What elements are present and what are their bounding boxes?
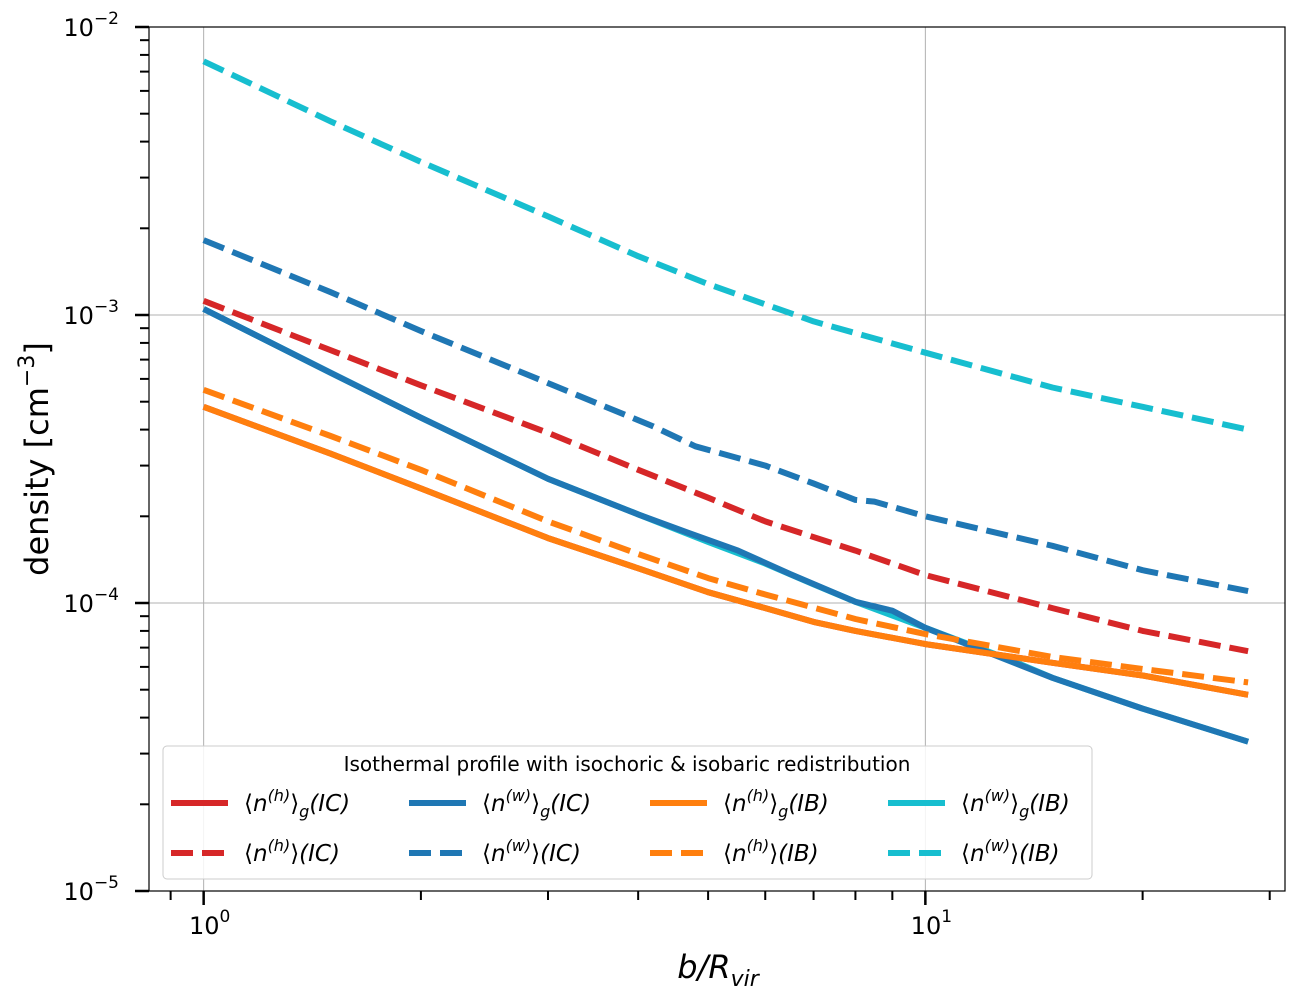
axis-labels: b/Rvir density [cm−3] [15, 342, 761, 992]
y-axis-label-main: density [cm [18, 387, 56, 576]
legend-label-7: ⟨n(w)⟩(IB) [961, 836, 1060, 867]
series-line-3 [202, 237, 1249, 595]
legend-box [162, 745, 1093, 880]
series-line-2 [202, 306, 1249, 745]
plot-frame [148, 26, 1286, 892]
series-line-7 [202, 58, 1249, 433]
legend-title: Isothermal profile with isochoric & isob… [344, 752, 911, 776]
x-tick-label-1: 101 [911, 907, 952, 940]
series-line-5 [202, 386, 1249, 686]
y-axis-label: density [cm−3] [15, 342, 56, 576]
y-tick-label-2: 10−3 [63, 297, 119, 330]
x-axis-label: b/Rvir [677, 948, 760, 992]
series-lines [202, 58, 1249, 745]
legend-label-4: ⟨n(h)⟩g(IB) [723, 786, 829, 821]
legend-items: ⟨n(h)⟩g(IC) ⟨n(h)⟩(IC) ⟨n(w)⟩g(IC) ⟨n(w)⟩(I… [171, 786, 1070, 867]
legend-label-1: ⟨n(h)⟩(IC) [244, 836, 340, 867]
legend: Isothermal profile with isochoric & isob… [162, 745, 1093, 880]
y-tick-label-0: 10−5 [63, 873, 119, 906]
legend-label-3: ⟨n(w)⟩(IC) [482, 836, 581, 867]
x-axis-label-sub: vir [731, 967, 761, 992]
legend-label-2: ⟨n(w)⟩g(IC) [482, 786, 591, 821]
y-tick-label-3: 10−2 [63, 9, 119, 42]
series-line-4 [202, 403, 1249, 698]
x-axis-label-main: b/R [677, 948, 730, 986]
series-line-1 [202, 298, 1249, 655]
legend-label-6: ⟨n(w)⟩g(IB) [961, 786, 1070, 821]
legend-label-0: ⟨n(h)⟩g(IC) [244, 786, 350, 821]
x-tick-label-0: 100 [189, 907, 230, 940]
axis-ticks: 100 101 10−5 10−4 10−3 10−2 [63, 9, 1271, 940]
y-axis-label-close: ] [18, 342, 56, 354]
series-line-6 [202, 306, 1249, 745]
y-axis-label-sup: −3 [15, 355, 40, 387]
legend-label-5: ⟨n(h)⟩(IB) [723, 836, 819, 867]
y-tick-label-1: 10−4 [63, 585, 119, 618]
